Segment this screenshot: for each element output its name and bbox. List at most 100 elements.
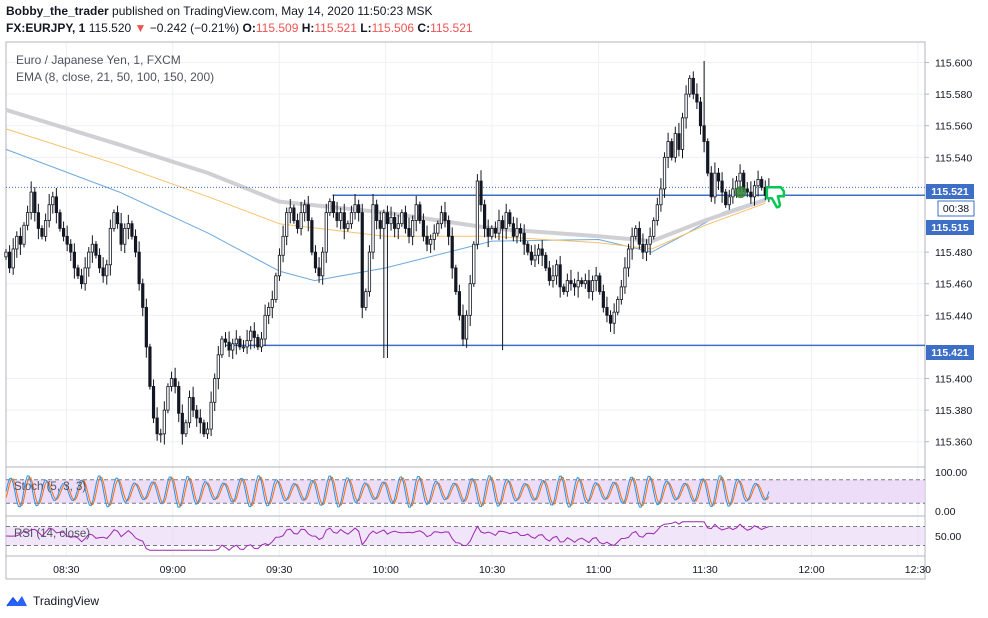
candle-body [529, 251, 533, 261]
candle-body [612, 311, 616, 324]
support-badge-bg [926, 345, 974, 360]
candle-body [511, 223, 515, 237]
candle-body [285, 212, 289, 237]
open-value: 115.509 [255, 21, 299, 35]
footer: TradingView [6, 591, 99, 611]
candle-body [331, 201, 336, 214]
candle-body [400, 212, 404, 225]
candle-body [105, 264, 109, 277]
candle-body [40, 228, 44, 237]
candle-body [724, 191, 728, 206]
candle-body [324, 212, 328, 253]
candle-body [115, 212, 120, 225]
candle-body [184, 422, 188, 435]
candle-body [421, 220, 426, 237]
candle-body [205, 428, 210, 435]
ema-legend[interactable]: EMA (8, close, 21, 50, 100, 150, 200) [16, 70, 214, 84]
candle-body [317, 267, 321, 277]
rsi-pane: 50.00 [5, 521, 961, 551]
candle-body [51, 196, 55, 206]
high-value: 115.521 [314, 21, 357, 35]
stoch-legend[interactable]: Stoch (5, 3, 3) [14, 481, 86, 493]
candle-body [367, 251, 372, 293]
candle-body [515, 228, 519, 237]
candle-body [25, 212, 30, 226]
stoch-tick-label: 100.00 [935, 467, 967, 479]
candle-body [119, 223, 123, 245]
candle-body [83, 267, 87, 285]
candle-body [313, 251, 318, 269]
candle-body [461, 314, 465, 340]
candle-body [252, 330, 256, 338]
time-tick-label: 08:30 [53, 564, 79, 576]
time-tick-label: 09:00 [160, 564, 186, 576]
candle-body [709, 172, 713, 198]
candle-body [670, 141, 674, 158]
price-tick-label: 115.360 [935, 437, 972, 449]
price-badges: 115.521 00:38 115.515 115.421 [926, 184, 975, 360]
chart-header: Bobby_the_trader published on TradingVie… [6, 3, 982, 41]
instrument-legend[interactable]: Euro / Japanese Yen, 1, FXCM [16, 53, 181, 67]
candle-body [288, 207, 292, 214]
candle-body [245, 340, 249, 348]
candle-body [713, 172, 717, 198]
candle-body [569, 280, 573, 285]
candle-body [277, 254, 282, 277]
candle-body [112, 212, 116, 229]
candle-body [349, 212, 354, 225]
stoch-band [6, 479, 925, 504]
rsi-legend[interactable]: RSI (14, close) [14, 528, 90, 540]
price-tick-label: 115.400 [935, 374, 972, 386]
candle-body [468, 283, 472, 316]
candle-body [90, 243, 94, 253]
low-value: 115.506 [371, 21, 415, 35]
candle-body [43, 220, 48, 237]
candle-body [749, 191, 753, 198]
candle-body [227, 341, 231, 351]
candle-body [238, 338, 242, 348]
candle-body [29, 191, 33, 214]
price-axis[interactable]: 115.600 115.580 115.560 115.540 115.480 115.4… [925, 58, 972, 449]
publish-info: published on TradingView.com, May 14, 20… [112, 4, 433, 18]
time-tick-label: 09:30 [266, 564, 292, 576]
tradingview-brand[interactable]: TradingView [33, 594, 100, 608]
candle-body [321, 251, 325, 277]
candle-body [587, 280, 591, 293]
candle-body [572, 283, 577, 288]
author-name[interactable]: Bobby_the_trader [6, 4, 109, 18]
price-change: −0.242 (−0.21%) [149, 21, 240, 35]
candle-body [393, 216, 397, 229]
low-label: L: [360, 21, 372, 35]
candle-body [97, 254, 102, 269]
candle-body [698, 101, 703, 127]
candle-body [616, 299, 620, 313]
candle-body [742, 172, 746, 190]
time-tick-label: 10:00 [373, 564, 399, 576]
time-tick-label: 11:00 [586, 564, 612, 576]
candle-body [177, 386, 181, 414]
candle-body [61, 228, 66, 237]
candle-body [432, 232, 436, 240]
candle-body [648, 235, 652, 245]
stoch-k-line [5, 475, 770, 508]
symbol-line: FX:EURJPY, 1 115.520 ▼ −0.242 (−0.21%) O… [6, 20, 982, 37]
candle-body [418, 204, 422, 221]
candle-body [47, 204, 51, 221]
candle-body [479, 180, 483, 206]
candle-body [562, 286, 566, 293]
candle-body [634, 228, 638, 237]
candle-body [310, 220, 314, 253]
candle-body [720, 180, 724, 193]
candle-body [270, 299, 274, 308]
candle-body [508, 212, 512, 225]
time-axis[interactable]: 08:30 09:00 09:30 10:00 10:30 11:00 11:30 12:00… [53, 564, 931, 576]
candle-body [126, 223, 130, 229]
candle-body [544, 254, 548, 269]
candle-body [15, 235, 19, 250]
candle-body [518, 228, 523, 234]
candle-body [306, 204, 310, 221]
candle-body [688, 77, 692, 95]
ema-badge-bg [926, 220, 974, 235]
candle-body [133, 235, 138, 253]
